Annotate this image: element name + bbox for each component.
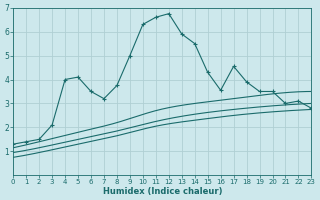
X-axis label: Humidex (Indice chaleur): Humidex (Indice chaleur) bbox=[102, 187, 222, 196]
